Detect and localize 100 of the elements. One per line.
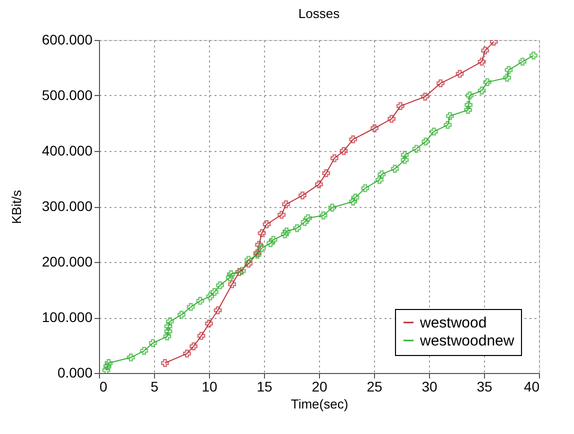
point [196, 296, 204, 305]
point [183, 350, 191, 358]
point [504, 66, 513, 74]
point [197, 332, 206, 340]
point [166, 317, 174, 326]
point [210, 288, 218, 296]
x-tick-label: 25 [366, 378, 382, 394]
point [322, 169, 330, 178]
point [235, 268, 244, 276]
point [206, 292, 214, 300]
point [164, 327, 172, 336]
x-tick-label: 30 [422, 378, 438, 394]
chart-title: Losses [298, 6, 340, 21]
x-tick-label: 5 [150, 378, 159, 394]
point [178, 310, 186, 319]
point [464, 100, 473, 109]
point [361, 184, 370, 192]
point [464, 106, 472, 114]
point [214, 306, 222, 314]
point [258, 244, 266, 252]
point [216, 281, 224, 290]
y-tick-label: 400.000 [42, 142, 93, 158]
point [244, 260, 253, 268]
point [304, 214, 312, 222]
point [400, 156, 409, 164]
point [148, 339, 157, 347]
point [503, 74, 512, 82]
point [349, 135, 358, 144]
point [396, 102, 404, 110]
point [300, 218, 309, 226]
point [244, 256, 253, 264]
legend-label: westwood [419, 314, 487, 332]
point [238, 266, 246, 275]
x-tick-label: 40 [524, 378, 540, 394]
point [315, 180, 323, 188]
point [186, 303, 195, 311]
point [478, 58, 486, 66]
point [328, 204, 336, 212]
point [446, 112, 454, 120]
x-tick-label: 20 [312, 378, 328, 394]
point [340, 147, 348, 155]
y-tick-label: 200.000 [42, 254, 93, 270]
point [103, 362, 112, 370]
x-tick-label: 0 [100, 378, 108, 394]
point [205, 320, 213, 328]
y-tick-label: 300.000 [42, 198, 93, 214]
point [293, 224, 301, 232]
x-tick-label: 35 [476, 378, 492, 394]
point [351, 194, 360, 202]
point [280, 230, 289, 238]
point [483, 78, 492, 86]
point [282, 200, 290, 208]
y-tick-label: 100.000 [42, 309, 93, 325]
point [140, 346, 148, 355]
point [400, 150, 409, 159]
y-tick-label: 500.000 [42, 87, 93, 103]
point [161, 359, 169, 367]
y-axis-title: KBit/s [8, 190, 24, 224]
point [163, 332, 172, 340]
point [226, 274, 234, 282]
point [262, 220, 271, 228]
point [388, 114, 396, 123]
point [266, 239, 275, 248]
y-tick-label: 600.000 [42, 32, 93, 48]
point [269, 236, 278, 244]
x-axis-title: Time(sec) [290, 396, 348, 412]
point [227, 270, 235, 278]
point [422, 138, 430, 146]
point [102, 366, 110, 373]
y-tick-label: 0.000 [57, 364, 93, 380]
point [412, 144, 420, 153]
point [421, 92, 430, 101]
point [330, 154, 338, 162]
point [126, 354, 135, 362]
point [518, 58, 526, 66]
point [436, 79, 445, 88]
point [390, 164, 399, 173]
x-tick-label: 15 [256, 378, 272, 394]
legend-label: westwoodnew [419, 332, 514, 350]
point [228, 280, 236, 288]
point [456, 70, 464, 78]
point [370, 124, 379, 132]
point [466, 92, 474, 100]
point [530, 52, 538, 60]
point [255, 240, 264, 249]
point [349, 198, 358, 206]
point [378, 170, 386, 178]
point [298, 191, 306, 200]
point [319, 211, 328, 220]
point [190, 342, 198, 350]
point [376, 176, 384, 184]
x-tick-label: 10 [202, 378, 218, 394]
point [490, 40, 498, 46]
point [282, 228, 291, 236]
point [430, 128, 438, 136]
point [481, 46, 490, 54]
point [478, 86, 486, 94]
point [164, 322, 172, 330]
point [104, 359, 113, 367]
point [278, 210, 286, 219]
